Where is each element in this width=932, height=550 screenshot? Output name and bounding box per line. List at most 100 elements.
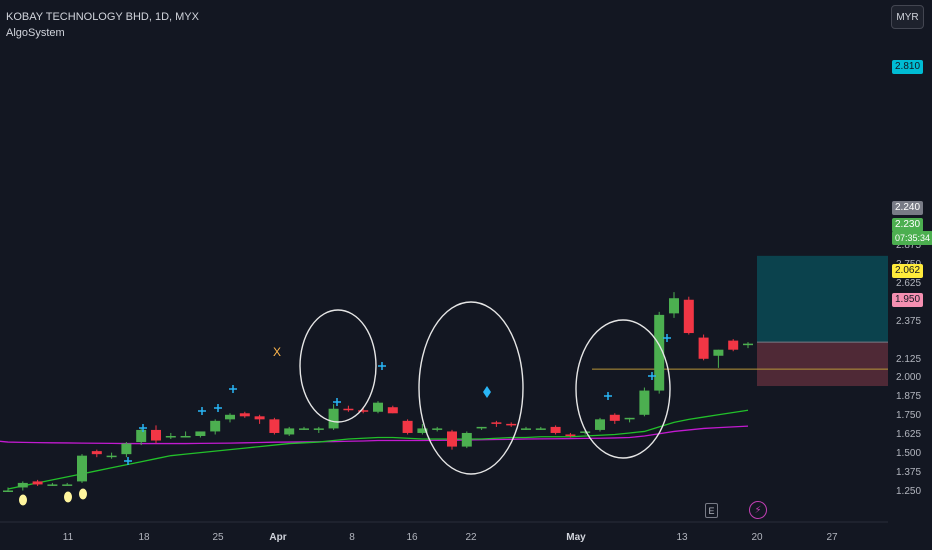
candle-body [595,419,605,430]
candle-body [32,481,43,485]
time-tick: 16 [406,532,418,543]
candle-body [743,343,753,346]
candle-body [239,413,250,417]
candle-body [713,349,724,356]
candle-body [654,314,665,391]
candle-body [121,443,132,455]
time-tick: May [566,532,586,543]
candle-body [373,402,383,412]
candle-body [476,426,487,429]
candle-body [91,451,102,455]
price-tick: 2.125 [896,353,922,365]
candle-body [669,298,679,314]
candle-body [580,431,591,433]
candle-body [136,429,147,443]
candle-body [565,434,576,436]
candle-body [195,431,206,436]
candle-body [683,299,694,334]
price-tick: 1.250 [896,486,922,497]
chart-legend: KOBAY TECHNOLOGY BHD, 1D, MYX AlgoSystem [6,9,199,41]
time-tick: 8 [349,532,355,543]
price-tick: 1.750 [896,410,922,422]
time-tick: 27 [826,532,838,543]
candle-body [535,428,546,430]
time-tick: 25 [212,532,224,543]
price-tick: 2.375 [896,315,922,327]
candles [3,292,753,492]
ma-slow-line [0,425,749,445]
candle-body [106,455,117,458]
entry-price-label: 2.240 [892,201,924,215]
time-tick: 18 [138,532,150,543]
candle-body [728,340,739,350]
candle-body [165,435,176,438]
time-tick: 20 [751,532,763,543]
yellow-dot-icon [19,494,27,506]
candle-body [506,423,517,426]
last-price-label: 2.230 [892,218,924,232]
candle-body [550,426,561,433]
currency-button[interactable]: MYR [891,5,924,29]
candle-body [3,490,13,492]
highlight-circle [418,301,524,475]
level-price-label: 2.062 [892,264,924,278]
candle-body [491,422,502,424]
candle-body [639,390,650,415]
candle-body [328,408,339,429]
highlight-circles [299,301,671,475]
candle-body [210,420,221,432]
candle-body [17,482,28,488]
candle-body [521,428,531,430]
diamond-signal-icon [483,386,491,398]
earnings-event-icon[interactable]: E [705,503,718,518]
candle-body [461,432,472,447]
candle-body [432,428,443,430]
yellow-dot-icon [64,491,72,503]
candle-body [402,420,413,433]
position-zones[interactable] [757,255,888,387]
candle-body [225,414,235,420]
stop-loss-zone[interactable] [757,342,888,387]
price-tick: 1.875 [896,391,922,403]
highlight-circle [575,319,671,459]
price-tick: 1.375 [896,467,922,479]
candle-body [447,431,457,447]
candle-body [151,429,161,441]
stop-loss-label: 1.950 [892,293,924,307]
price-tick: 2.625 [896,277,922,289]
candle-body [47,484,58,486]
indicator-title[interactable]: AlgoSystem [6,27,65,39]
candle-body [698,337,709,359]
symbol-title[interactable]: KOBAY TECHNOLOGY BHD, 1D, MYX [6,11,199,23]
candle-body [284,428,295,435]
price-tick: 1.500 [896,448,922,460]
dividend-event-icon[interactable]: ⚡ [749,501,767,519]
price-tick: 1.625 [896,429,922,441]
candle-body [313,428,324,430]
candle-body [358,410,369,412]
candle-body [62,484,73,486]
candle-body [343,408,354,411]
candle-body [609,414,620,421]
candle-body [77,455,87,482]
take-profit-zone[interactable] [757,255,888,343]
take-profit-label: 2.810 [892,60,924,74]
candle-body [299,428,309,430]
time-tick: 22 [465,532,477,543]
yellow-dot-icon [79,488,87,500]
price-tick: 2.875 [896,240,922,251]
highlight-circle [299,309,377,423]
candle-body [417,428,428,433]
time-tick: Apr [269,532,287,543]
countdown-label: 07:35:34 [892,231,932,245]
time-tick: 11 [62,532,74,543]
ma-fast-line [7,409,749,490]
signal-markers: X [19,334,671,506]
time-tick: 13 [676,532,688,543]
price-tick: 2.000 [896,372,922,384]
candle-body [180,435,191,438]
candle-body [624,417,635,420]
sell-x-icon: X [273,345,281,359]
candle-body [387,407,398,414]
